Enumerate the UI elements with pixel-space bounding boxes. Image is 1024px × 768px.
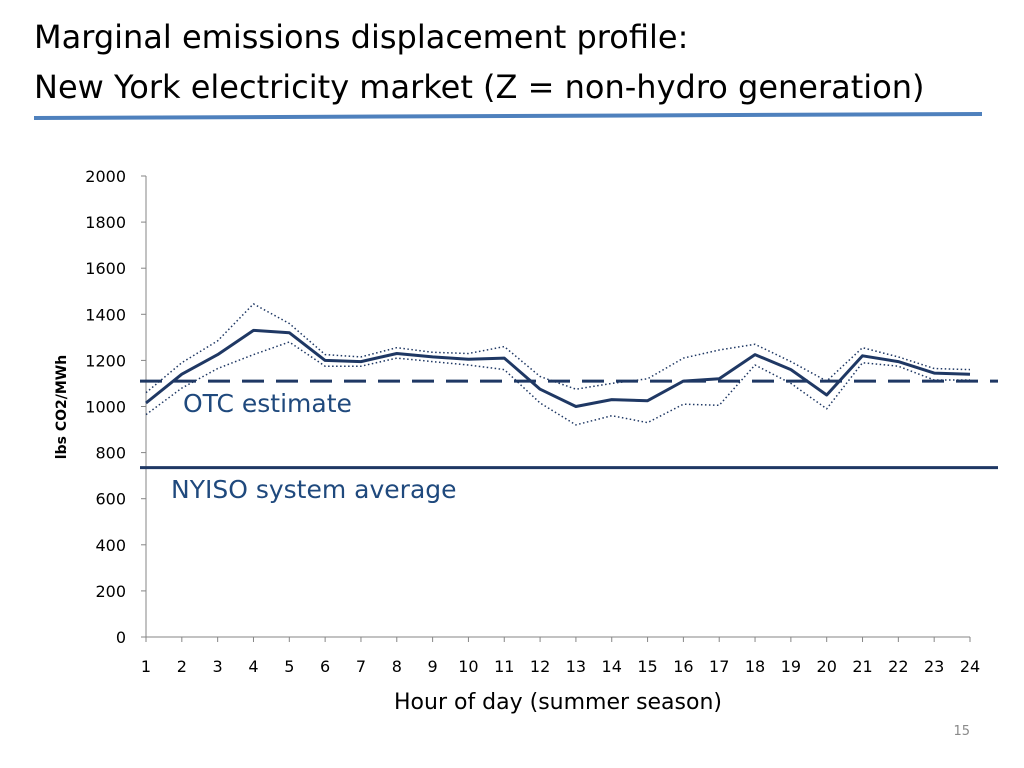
slide-title-line-2: New York electricity market (Z = non-hyd…	[34, 68, 925, 106]
y-axis-title: lbs CO2/MWh	[54, 355, 70, 459]
axis-labels: Hour of day (summer season) lbs CO2/MWh	[54, 355, 722, 715]
x-tick-label: 21	[852, 657, 872, 676]
x-tick-label: 11	[494, 657, 514, 676]
y-tick-label: 600	[95, 490, 126, 509]
x-tick-label: 6	[320, 657, 330, 676]
slide-title-line-1: Marginal emissions displacement profile:	[34, 18, 689, 56]
y-tick-label: 2000	[85, 167, 126, 186]
y-tick-label: 1400	[85, 305, 126, 324]
x-tick-label: 17	[709, 657, 729, 676]
reference-lines: OTC estimate NYISO system average	[140, 379, 998, 504]
x-tick-label: 24	[960, 657, 980, 676]
y-tick-label: 800	[95, 444, 126, 463]
x-tick-label: 19	[781, 657, 801, 676]
page-number: 15	[953, 724, 970, 739]
x-tick-label: 7	[356, 657, 366, 676]
y-tick-label: 200	[95, 582, 126, 601]
x-tick-label: 13	[566, 657, 586, 676]
reference-label-otc-estimate: OTC estimate	[183, 389, 352, 418]
x-tick-label: 18	[745, 657, 765, 676]
x-tick-label: 2	[177, 657, 187, 676]
y-tick-label: 0	[116, 628, 126, 647]
x-tick-label: 5	[284, 657, 294, 676]
x-axis-title: Hour of day (summer season)	[394, 690, 722, 715]
x-tick-label: 23	[924, 657, 944, 676]
x-tick-label: 1	[141, 657, 151, 676]
x-tick-label: 8	[392, 657, 402, 676]
slide-title: Marginal emissions displacement profile:…	[34, 12, 925, 112]
y-tick-label: 1000	[85, 398, 126, 417]
title-underline-line	[33, 112, 983, 120]
x-tick-label: 12	[530, 657, 550, 676]
x-tick-label: 15	[637, 657, 657, 676]
series-estimate	[145, 328, 971, 408]
y-tick-label: 400	[95, 536, 126, 555]
y-tick-label: 1800	[85, 213, 126, 232]
title-underline	[33, 112, 983, 120]
y-tick-label: 1200	[85, 351, 126, 370]
y-tick-label: 1600	[85, 259, 126, 278]
data-series	[145, 303, 971, 426]
x-tick-label: 9	[428, 657, 438, 676]
x-tick-label: 16	[673, 657, 693, 676]
x-tick-label: 10	[458, 657, 478, 676]
x-tick-label: 3	[213, 657, 223, 676]
x-tick-label: 14	[602, 657, 622, 676]
reference-label-nyiso-average: NYISO system average	[171, 475, 457, 504]
x-tick-label: 22	[888, 657, 908, 676]
x-tick-label: 20	[817, 657, 837, 676]
x-tick-label: 4	[248, 657, 258, 676]
